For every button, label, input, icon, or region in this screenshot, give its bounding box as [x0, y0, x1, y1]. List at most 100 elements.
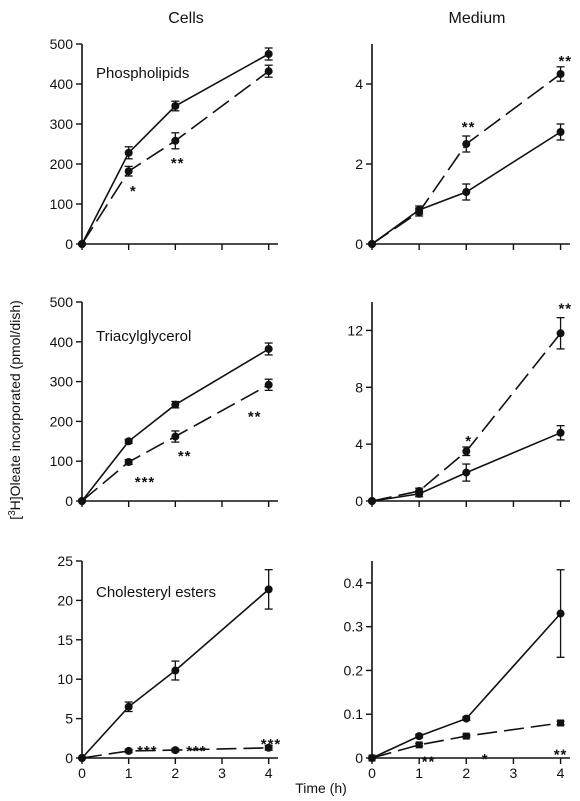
y-tick-label: 0	[65, 750, 73, 766]
x-tick-label: 2	[171, 765, 179, 781]
panel-label: Phospholipids	[96, 65, 189, 82]
series-line-solid	[81, 588, 270, 759]
data-point-circle	[78, 754, 86, 762]
data-point-circle	[124, 148, 133, 157]
data-point-circle	[264, 380, 273, 389]
y-axis-title-prefix: [	[7, 516, 23, 520]
data-point-circle	[264, 743, 273, 752]
data-point-circle	[264, 50, 273, 58]
column-title-cells: Cells	[168, 10, 204, 27]
y-tick-label: 0.2	[344, 662, 364, 678]
y-tick-label: 12	[347, 322, 363, 338]
series-line-solid	[371, 612, 562, 759]
column-title-medium: Medium	[449, 10, 506, 27]
y-tick-label: 500	[50, 36, 74, 52]
significance-marker: ***	[137, 743, 158, 760]
data-point-circle	[124, 746, 133, 755]
x-tick-label: 3	[218, 765, 226, 781]
y-tick-label: 20	[57, 592, 73, 608]
data-point-circle	[415, 487, 424, 496]
series-line-dashed	[371, 722, 561, 759]
significance-marker: **	[554, 747, 568, 764]
y-tick-label: 0	[65, 236, 73, 252]
significance-marker: **	[462, 119, 476, 136]
y-tick-label: 0	[355, 493, 363, 509]
y-tick-label: 0.4	[344, 575, 364, 591]
significance-marker: ***	[135, 474, 156, 491]
data-point-square	[557, 719, 565, 727]
data-point-circle	[124, 457, 133, 466]
y-tick-label: 300	[50, 374, 74, 390]
y-tick-label: 25	[57, 553, 73, 569]
data-point-circle	[124, 167, 133, 176]
data-point-circle	[462, 447, 471, 456]
x-tick-label: 4	[265, 765, 273, 781]
data-point-square	[368, 754, 376, 762]
y-tick-label: 100	[50, 196, 74, 212]
data-point-circle	[462, 714, 471, 723]
data-point-circle	[264, 67, 273, 76]
series-line-solid	[371, 131, 562, 245]
series-line-dashed	[371, 73, 562, 245]
data-point-circle	[556, 428, 565, 437]
data-point-circle	[264, 344, 273, 353]
data-point-circle	[78, 497, 86, 505]
panel-label: Triacylglycerol	[96, 328, 191, 345]
data-point-circle	[171, 102, 180, 110]
y-axis-title-superscript: 3	[7, 510, 18, 516]
x-tick-label: 4	[557, 765, 565, 781]
y-tick-label: 200	[50, 156, 74, 172]
data-point-circle	[124, 437, 133, 446]
significance-marker: **	[558, 301, 572, 318]
data-point-circle	[462, 188, 471, 196]
series-line-solid	[81, 53, 270, 245]
significance-marker: **	[171, 155, 185, 172]
data-point-circle	[368, 497, 376, 505]
chart-panels: 0100200300400500Phospholipids***024****0…	[50, 36, 572, 781]
y-tick-label: 200	[50, 413, 74, 429]
data-point-circle	[462, 140, 471, 148]
data-point-circle	[264, 585, 273, 594]
y-tick-label: 100	[50, 453, 74, 469]
y-tick-label: 8	[355, 379, 363, 395]
y-tick-label: 400	[50, 76, 74, 92]
series-line-solid	[81, 348, 270, 502]
data-point-circle	[78, 240, 86, 248]
y-tick-label: 0.1	[344, 706, 364, 722]
y-tick-label: 2	[355, 156, 363, 172]
significance-marker: **	[558, 53, 572, 70]
y-axis-title: [3H]Oleate incorporated (pmol/dish)	[7, 300, 23, 520]
data-point-circle	[368, 240, 376, 248]
significance-marker: **	[248, 408, 262, 425]
x-tick-label: 0	[368, 765, 376, 781]
y-tick-label: 500	[50, 294, 74, 310]
data-point-circle	[171, 432, 180, 441]
data-point-circle	[415, 208, 424, 216]
data-point-circle	[415, 732, 424, 741]
series-line-dashed	[81, 747, 269, 759]
y-tick-label: 4	[355, 436, 363, 452]
panel-medium-phospholipids: 0 2 4 ** **	[355, 44, 572, 252]
y-tick-label: 5	[65, 711, 73, 727]
significance-marker: **	[422, 754, 436, 771]
x-tick-label: 1	[415, 765, 423, 781]
y-tick-label: 300	[50, 116, 74, 132]
x-axis-title: Time (h)	[295, 780, 347, 796]
data-point-circle	[556, 609, 565, 618]
data-point-circle	[462, 468, 471, 477]
y-tick-label: 0	[355, 236, 363, 252]
data-point-circle	[124, 702, 133, 711]
data-point-circle	[556, 70, 565, 78]
panel-label: Cholesteryl esters	[96, 584, 216, 601]
data-point-circle	[556, 329, 565, 338]
data-point-circle	[171, 400, 180, 409]
y-tick-label: 4	[355, 76, 363, 92]
data-point-circle	[171, 666, 180, 675]
y-axis-title-text: H]Oleate incorporated (pmol/dish)	[7, 300, 23, 510]
x-tick-label: 2	[462, 765, 470, 781]
significance-marker: ***	[261, 736, 282, 753]
panel-medium-cholesteryl-esters: 00.10.20.30.40 1 2 3 4** * **	[344, 561, 570, 781]
